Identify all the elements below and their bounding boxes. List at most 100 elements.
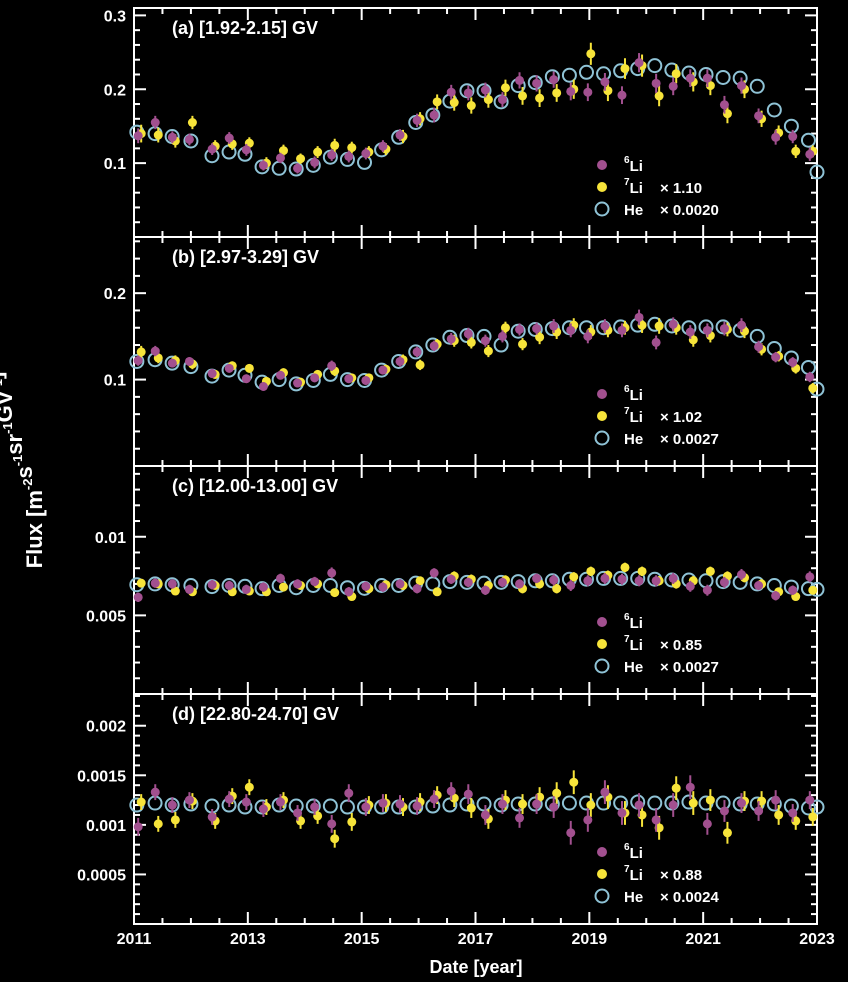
y-tick-label: 0.005 [86,608,126,625]
li6-point [600,77,610,87]
li6-point [651,337,661,347]
he-point [129,353,145,369]
li6-point [583,87,593,97]
li7-point [705,795,715,805]
li7-point [518,339,528,349]
li7-point [552,88,562,98]
he-point [408,344,424,360]
li6-point [378,582,388,592]
li7-point [671,783,681,793]
li7-point [586,566,596,576]
li6-point [361,149,371,159]
he-point [527,75,543,91]
legend-li7-marker [597,639,607,649]
li6-point [344,587,354,597]
li6-point [617,90,627,100]
li7-point [187,118,197,127]
li6-point [497,331,507,341]
li6-point [361,802,371,812]
he-point [809,164,825,180]
x-tick-label: 2011 [117,931,152,948]
li6-point [395,356,405,366]
li6-point [224,133,234,143]
y-tick-label: 0.002 [86,719,126,736]
li6-point [719,806,729,816]
li6-point [258,804,268,814]
li6-point [224,363,234,373]
li7-point [808,383,818,393]
li6-point [310,157,320,167]
panel-title: (b) [2.97-3.29] GV [172,247,319,267]
li7-point [296,154,306,164]
li6-point [241,584,251,594]
li6-point [754,342,764,352]
li6-point [788,585,798,595]
li6-point [702,585,712,595]
li6-point [429,341,439,351]
li7-point [136,578,146,588]
li6-point [719,324,729,334]
he-point [425,107,441,123]
li6-point [634,58,644,68]
li7-point [569,777,579,787]
li6-point [788,357,798,367]
li6-point [600,787,610,797]
li6-point [515,324,525,334]
li7-point [586,49,596,59]
li6-point [310,577,320,587]
li6-point [600,321,610,331]
li6-point [788,808,798,818]
legend-he-label: He [624,889,643,906]
li7-point [330,834,340,844]
li7-point [500,323,510,333]
li6-point [133,356,143,366]
legend-li7-label: 7Li [624,406,643,426]
legend-li7-label: 7Li [624,864,643,884]
li6-point [566,86,576,96]
li6-point [463,789,473,799]
y-tick-label: 0.1 [104,156,126,173]
li6-point [702,73,712,83]
li6-point [549,802,559,812]
legend-li7-label: 7Li [624,177,643,197]
li6-point [668,319,678,329]
li6-point [327,819,337,829]
li6-point [566,828,576,838]
li6-point [395,130,405,140]
li7-point [535,93,545,103]
li6-point [685,581,695,591]
li6-point [497,577,507,587]
x-tick-label: 2021 [685,931,721,948]
li6-point [446,334,456,344]
li7-point [500,83,510,93]
he-point [510,323,526,339]
y-tick-label: 0.01 [95,530,126,547]
legend-he-marker [594,201,610,217]
li7-point [415,576,425,586]
li6-point [207,144,217,154]
li6-point [293,808,303,818]
li6-point [429,568,439,578]
li6-point [344,788,354,798]
legend-he-label: He [624,659,643,676]
li7-point [552,788,562,798]
li6-point [258,582,268,592]
li6-point [224,794,234,804]
li6-point [754,111,764,121]
legend-he-marker [594,430,610,446]
li7-point [170,586,180,596]
li7-point [347,817,357,827]
he-point [578,571,594,587]
he-point [647,58,663,74]
li6-point [395,799,405,809]
li6-point [617,325,627,335]
li6-point [532,324,542,334]
li6-point [293,163,303,173]
panel-title: (a) [1.92-2.15] GV [172,18,318,38]
legend-li6-marker [597,617,607,627]
li6-point [395,579,405,589]
li6-point [480,585,490,595]
li6-point [207,369,217,379]
